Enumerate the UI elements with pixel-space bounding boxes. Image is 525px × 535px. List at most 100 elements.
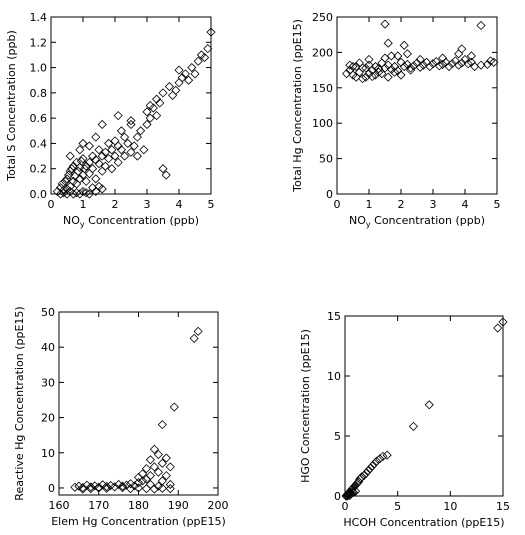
data-point (116, 126, 126, 136)
data-point (174, 65, 184, 75)
data-point (125, 484, 136, 494)
data-point (145, 113, 155, 123)
data-point (489, 57, 499, 67)
data-point (406, 63, 416, 73)
data-point (372, 456, 382, 466)
data-point (177, 73, 187, 83)
data-point (97, 184, 107, 194)
data-point (361, 468, 371, 478)
x-axis-label: NOy Concentration (ppb) (63, 214, 199, 229)
y-axis-label: Total S Concentration (ppb) (5, 30, 18, 182)
data-point (365, 463, 375, 473)
data-point (107, 164, 117, 174)
data-point (137, 469, 148, 479)
data-point (354, 58, 364, 68)
y-tick-label: 1.2 (30, 36, 48, 49)
data-point (94, 483, 104, 493)
y-tick-label: 20 (41, 412, 55, 425)
data-point (498, 317, 508, 327)
data-point (165, 484, 175, 494)
y-tick-label: 10 (327, 370, 341, 383)
data-point (367, 461, 377, 471)
data-point (132, 132, 142, 142)
data-point (164, 81, 174, 92)
data-point (344, 490, 354, 500)
y-tick-label: 0.8 (30, 87, 48, 100)
data-point (187, 63, 197, 73)
data-point (386, 51, 396, 61)
data-point (399, 40, 409, 50)
data-point (454, 60, 464, 70)
y-tick-label: 40 (41, 341, 55, 354)
x-tick-label: 3 (144, 198, 151, 211)
data-point (190, 69, 200, 79)
data-point (126, 119, 136, 130)
y-tick-label: 30 (41, 376, 55, 389)
data-point (118, 481, 128, 491)
data-point (110, 151, 120, 161)
scatter-panel-4: 0 5 10 15 0 5 10 15 HCOH Concentration (ppE15) HG… (299, 310, 510, 529)
x-axis-label: Elem Hg Concentration (ppE15) (51, 515, 226, 528)
data-point (80, 164, 90, 174)
y-tick-label: 0 (334, 490, 341, 503)
data-point (390, 61, 400, 72)
data-point (97, 119, 107, 130)
data-point (396, 70, 406, 80)
y-tick-label: 100 (312, 117, 333, 130)
data-point (193, 56, 203, 66)
x-tick-label: 0 (334, 198, 341, 211)
data-point (466, 51, 476, 61)
plot-frame (58, 311, 219, 496)
data-point (169, 402, 179, 412)
data-point (133, 478, 144, 488)
data-point (161, 471, 171, 481)
plot-frame (336, 16, 498, 195)
x-tick-label: 4 (176, 198, 183, 211)
data-point (118, 483, 128, 493)
data-point (148, 103, 158, 113)
data-point (113, 141, 123, 151)
data-point (91, 174, 101, 184)
data-point (70, 482, 80, 492)
data-point (86, 482, 96, 492)
data-point (486, 56, 496, 66)
y-tick-label: 0.4 (30, 137, 48, 150)
data-point (189, 333, 199, 343)
x-tick-label: 5 (494, 198, 501, 211)
data-point (78, 483, 88, 493)
data-point (123, 138, 133, 148)
data-point (152, 94, 162, 104)
x-tick-label: 200 (208, 499, 229, 512)
plot-frame (50, 16, 212, 195)
data-point (363, 466, 373, 476)
data-point (380, 63, 390, 73)
data-point (434, 61, 444, 71)
data-point (203, 44, 213, 54)
y-tick-label: 50 (41, 306, 55, 319)
y-tick-label: 1.0 (30, 62, 48, 75)
data-point (358, 74, 368, 84)
data-point (399, 61, 409, 72)
data-point (88, 151, 98, 161)
data-points (52, 27, 216, 199)
data-point (75, 145, 85, 155)
y-axis-label: Reactive Hg Concentration (ppE15) (13, 306, 26, 500)
data-point (91, 132, 101, 142)
data-point (375, 454, 385, 464)
y-tick-label: 0.0 (30, 188, 48, 201)
data-point (84, 141, 94, 151)
data-point (65, 151, 75, 161)
data-point (153, 481, 163, 491)
data-point (126, 116, 136, 126)
data-point (78, 484, 88, 494)
data-point (91, 155, 101, 165)
data-point (382, 450, 392, 460)
data-point (60, 176, 70, 186)
data-point (81, 176, 91, 186)
y-tick-label: 250 (312, 11, 333, 24)
data-point (415, 54, 425, 65)
data-point (116, 145, 126, 155)
data-point (393, 66, 403, 76)
x-tick-label: 4 (462, 198, 469, 211)
data-point (86, 484, 96, 494)
